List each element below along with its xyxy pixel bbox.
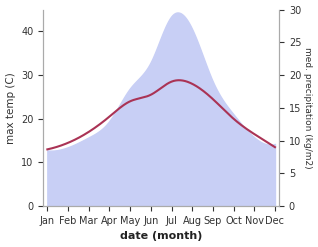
Y-axis label: max temp (C): max temp (C) (5, 72, 16, 144)
X-axis label: date (month): date (month) (120, 231, 202, 242)
Y-axis label: med. precipitation (kg/m2): med. precipitation (kg/m2) (303, 47, 313, 169)
